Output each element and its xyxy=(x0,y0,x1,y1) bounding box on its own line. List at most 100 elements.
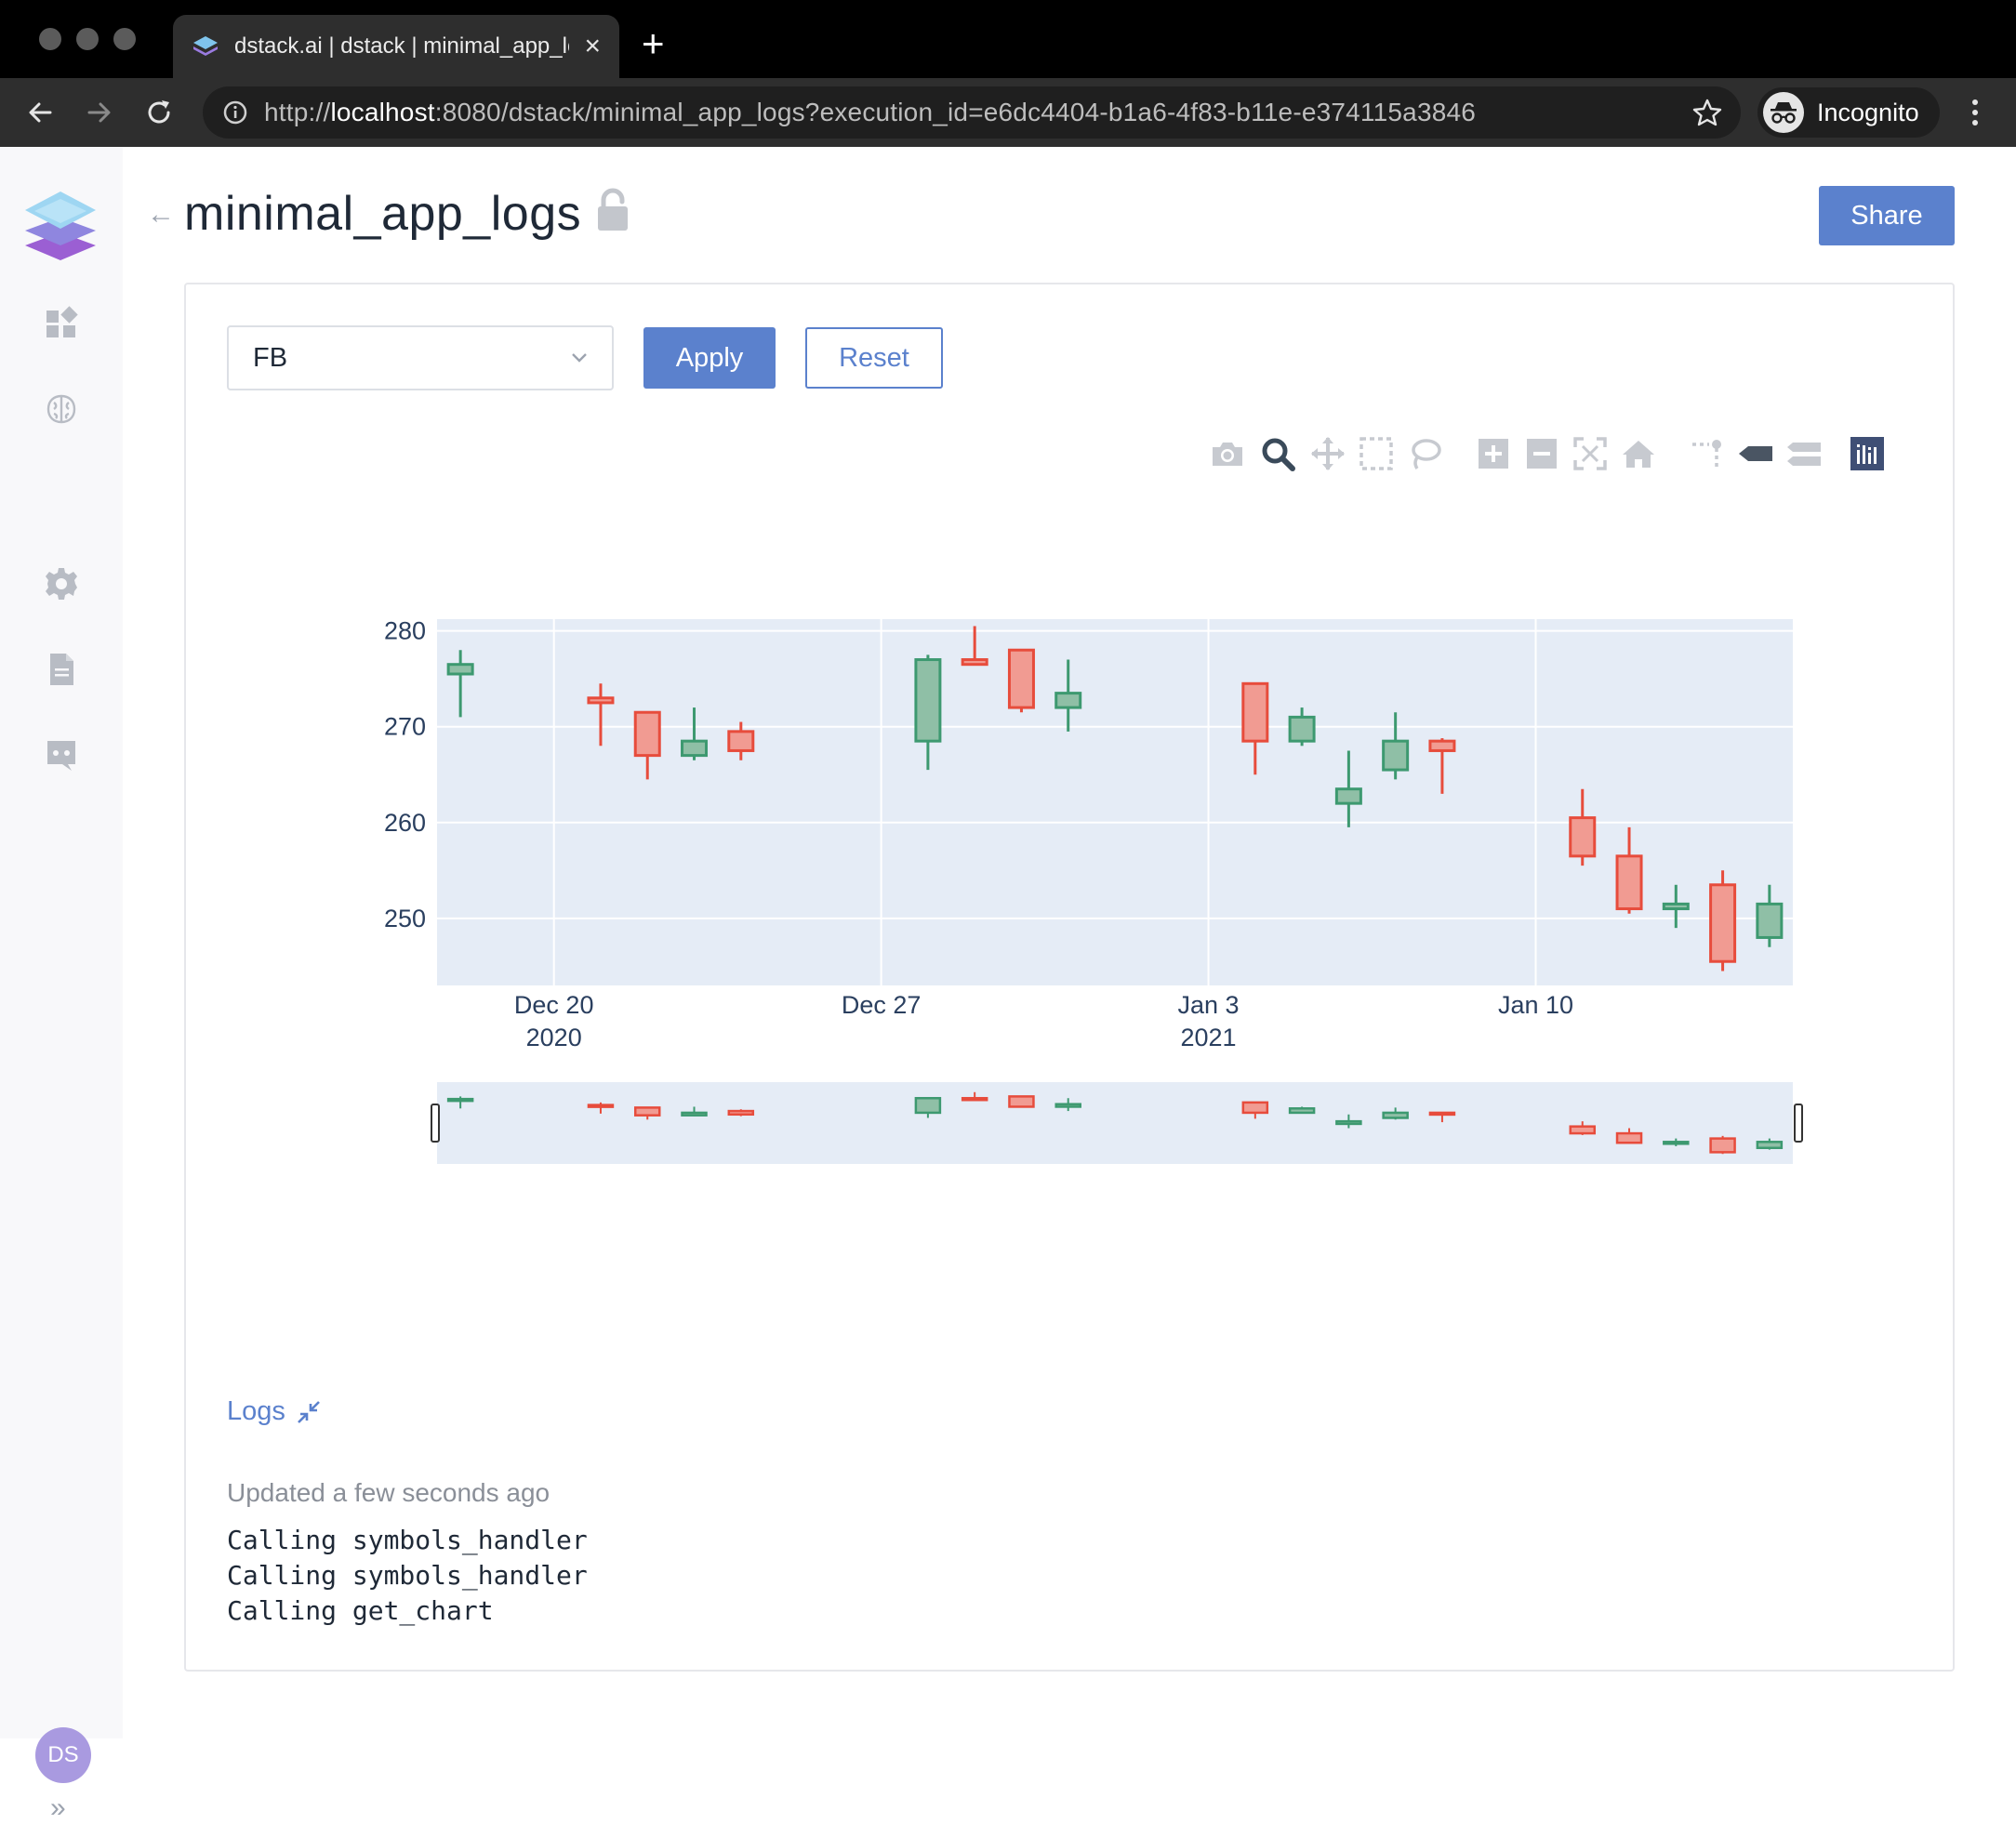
hover-compare-icon[interactable] xyxy=(1785,435,1823,472)
logs-updated-text: Updated a few seconds ago xyxy=(227,1478,550,1507)
page-title: minimal_app_logs xyxy=(184,187,582,241)
candle-body-down xyxy=(1569,816,1597,858)
brain-icon[interactable] xyxy=(43,390,80,428)
window-zoom-dot[interactable] xyxy=(113,28,136,50)
camera-icon[interactable] xyxy=(1209,435,1246,472)
autoscale-icon[interactable] xyxy=(1572,435,1609,472)
close-tab-icon[interactable]: × xyxy=(584,31,601,61)
rangeslider-candle xyxy=(633,1106,661,1117)
new-tab-icon[interactable]: + xyxy=(642,21,665,65)
candle-body-up xyxy=(681,739,709,758)
rangeslider-background xyxy=(437,1082,1793,1164)
back-icon[interactable] xyxy=(24,97,56,128)
incognito-profile-button[interactable]: Incognito xyxy=(1757,87,1940,138)
tab-title: dstack.ai | dstack | minimal_app_logs xyxy=(234,33,569,59)
box-select-icon[interactable] xyxy=(1358,435,1395,472)
reset-button[interactable]: Reset xyxy=(805,327,943,389)
rangeslider-candle xyxy=(914,1096,942,1115)
browser-tab[interactable]: dstack.ai | dstack | minimal_app_logs × xyxy=(173,15,619,78)
y-tick-label: 250 xyxy=(384,905,426,932)
incognito-label: Incognito xyxy=(1817,98,1919,126)
reload-icon[interactable] xyxy=(143,97,175,128)
candle-body-down xyxy=(961,658,988,667)
plotly-logo-icon[interactable] xyxy=(1849,435,1886,472)
plot-area xyxy=(437,619,1793,985)
candle-body-up xyxy=(1054,692,1082,709)
candle-body-down xyxy=(587,696,615,705)
window-close-dot[interactable] xyxy=(39,28,61,50)
spike-lines-icon[interactable] xyxy=(1689,435,1726,472)
expand-sidebar-icon[interactable]: » xyxy=(50,1792,66,1823)
x-tick-label: Dec 20 xyxy=(514,991,594,1019)
candle-body-down xyxy=(1007,648,1035,709)
back-arrow-icon[interactable]: ← xyxy=(147,199,175,230)
rangeslider-candle xyxy=(1756,1141,1784,1150)
candle-body-down xyxy=(1709,883,1737,963)
hover-closest-icon[interactable] xyxy=(1737,435,1774,472)
candle-body-up xyxy=(1662,902,1690,911)
browser-menu-icon[interactable] xyxy=(1970,97,1981,128)
address-bar[interactable]: http://localhost:8080/dstack/minimal_app… xyxy=(203,86,1741,139)
user-avatar[interactable]: DS xyxy=(35,1727,91,1783)
candle-body-down xyxy=(1615,854,1643,911)
browser-tab-bar: dstack.ai | dstack | minimal_app_logs × … xyxy=(0,0,2016,78)
rangeslider-candle xyxy=(1382,1111,1409,1119)
rangeslider-candle xyxy=(1335,1119,1362,1126)
rangeslider-candle xyxy=(1663,1141,1690,1145)
document-icon[interactable] xyxy=(43,651,80,688)
forward-icon[interactable] xyxy=(84,97,115,128)
candle-body-up xyxy=(914,658,942,743)
candlestick-chart[interactable]: 250 260 270 280 Dec 20 2020 Dec 27 Jan 3 2021 Jan… xyxy=(325,619,1906,1270)
zoom-icon[interactable] xyxy=(1259,435,1296,472)
rangeslider-candle xyxy=(1569,1125,1597,1135)
x-tick-label: Jan 3 xyxy=(1178,991,1240,1019)
bookmark-star-icon[interactable] xyxy=(1692,98,1722,127)
dashboard-icon[interactable] xyxy=(43,305,80,342)
logs-toggle-label: Logs xyxy=(227,1396,285,1426)
browser-toolbar: http://localhost:8080/dstack/minimal_app… xyxy=(0,78,2016,147)
incognito-icon xyxy=(1763,92,1804,133)
zoom-out-icon[interactable] xyxy=(1523,435,1560,472)
discord-icon[interactable] xyxy=(43,736,80,773)
share-button[interactable]: Share xyxy=(1819,186,1955,245)
chevron-down-icon xyxy=(572,353,587,363)
window-minimize-dot[interactable] xyxy=(76,28,99,50)
dstack-logo-icon[interactable] xyxy=(22,190,99,260)
y-tick-label: 280 xyxy=(384,619,426,645)
zoom-in-icon[interactable] xyxy=(1475,435,1512,472)
rangeslider-left-handle[interactable] xyxy=(431,1104,440,1143)
apply-button[interactable]: Apply xyxy=(643,327,776,389)
rangeslider-candle xyxy=(1054,1103,1081,1108)
rangeslider-candle xyxy=(1241,1101,1269,1115)
candle-body-down xyxy=(1428,739,1456,752)
page-header: ← minimal_app_logs Share xyxy=(123,147,2016,277)
x-tick-label: Jan 10 xyxy=(1498,991,1573,1019)
symbol-select[interactable]: FB xyxy=(227,325,614,390)
y-tick-label: 270 xyxy=(384,713,426,741)
reset-axes-icon[interactable] xyxy=(1620,435,1657,472)
log-line: Calling get_chart xyxy=(227,1595,494,1626)
rangeslider-right-handle[interactable] xyxy=(1794,1104,1803,1143)
candle-body-down xyxy=(633,710,661,758)
candle-body-down xyxy=(1241,681,1269,743)
log-output: Calling symbols_handler Calling symbols_… xyxy=(227,1523,588,1629)
candle-body-up xyxy=(1756,902,1784,939)
site-info-icon[interactable] xyxy=(221,99,249,126)
rangeslider-candle xyxy=(681,1111,708,1117)
lock-icon[interactable] xyxy=(595,188,630,232)
collapse-icon xyxy=(297,1400,320,1423)
candle-body-up xyxy=(1334,787,1362,805)
rangeslider-candle xyxy=(587,1104,615,1108)
logs-toggle[interactable]: Logs xyxy=(227,1396,321,1427)
candle-body-up xyxy=(1382,739,1410,772)
app-card: FB Apply Reset xyxy=(184,283,1955,1672)
rangeslider-candle xyxy=(961,1096,988,1102)
url-text: http://localhost:8080/dstack/minimal_app… xyxy=(264,98,1477,126)
candle-body-down xyxy=(727,730,755,752)
settings-gear-icon[interactable] xyxy=(43,565,80,602)
log-line: Calling symbols_handler xyxy=(227,1560,588,1591)
lasso-icon[interactable] xyxy=(1406,435,1443,472)
rangeslider-candle xyxy=(1428,1111,1456,1117)
app-sidebar: DS » xyxy=(0,147,123,1823)
pan-icon[interactable] xyxy=(1309,435,1346,472)
